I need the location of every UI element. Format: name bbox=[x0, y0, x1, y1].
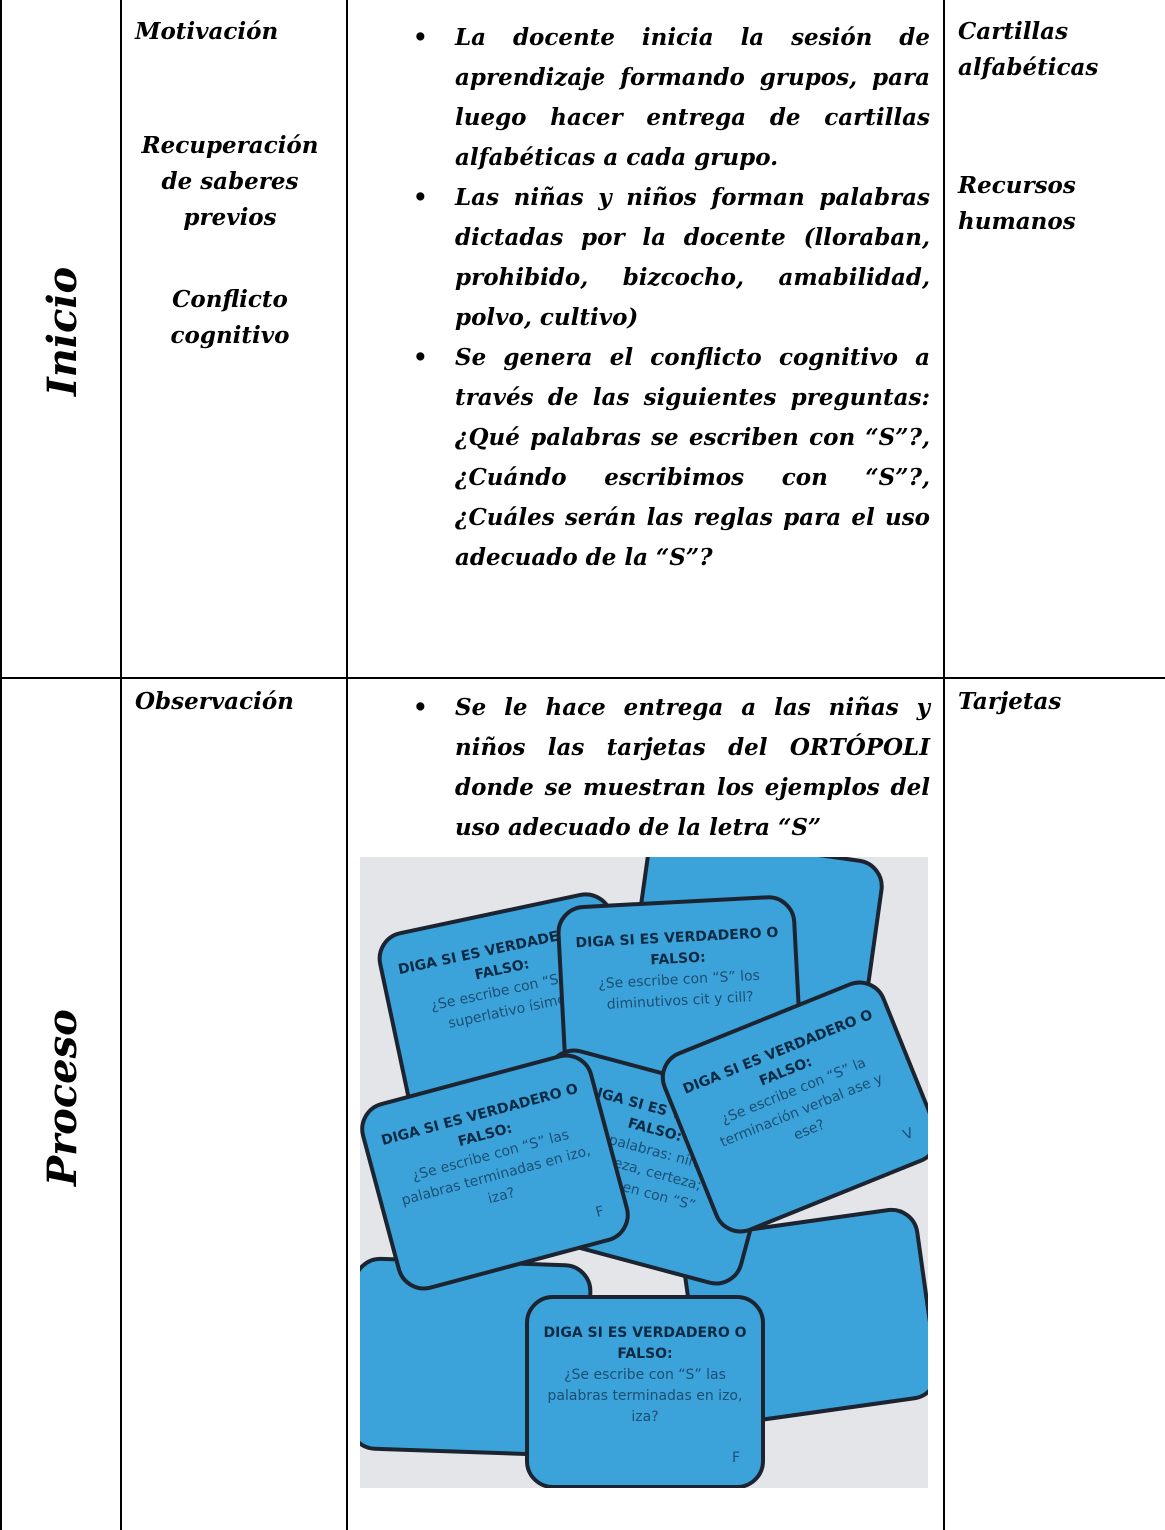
activity: La docente inicia la sesión de aprendiza… bbox=[455, 18, 930, 178]
card-text: FALSO: bbox=[617, 1346, 672, 1362]
activity: Se le hace entrega a las niñas y niños l… bbox=[455, 688, 930, 848]
strategy: Recuperación de saberes previos bbox=[140, 128, 320, 236]
card-text: iza? bbox=[631, 1409, 658, 1425]
phase: Inicio bbox=[39, 291, 86, 396]
border bbox=[0, 677, 1165, 679]
card-text: F bbox=[732, 1450, 740, 1466]
card-text: DIGA SI ES VERDADERO O bbox=[544, 1325, 747, 1341]
resource: Cartillas alfabéticas bbox=[958, 14, 1138, 86]
photo: DIGA SI ES VERDADERO O FALSO: ¿Se escribe … bbox=[360, 857, 928, 1488]
cards: DIGA SI ES VERDADERO O FALSO: ¿Se escribe … bbox=[360, 857, 928, 1487]
card-text: palabras terminadas en izo, bbox=[548, 1388, 743, 1404]
resource: Recursos humanos bbox=[958, 168, 1138, 240]
border bbox=[943, 0, 945, 1530]
strategy: Observación bbox=[135, 684, 294, 720]
strategy: Motivación bbox=[135, 14, 278, 50]
phase: Proceso bbox=[39, 1041, 86, 1186]
activity: Las niñas y niños forman palabras dictad… bbox=[455, 178, 930, 338]
activity-list: La docente inicia la sesión de aprendiza… bbox=[455, 18, 930, 578]
border bbox=[0, 0, 2, 1530]
resource: Tarjetas bbox=[958, 684, 1061, 720]
activity: Se genera el conflicto cognitivo a travé… bbox=[455, 338, 930, 578]
activity-list: Se le hace entrega a las niñas y niños l… bbox=[455, 688, 930, 848]
card-text: ¿Se escribe con “S” las bbox=[564, 1367, 726, 1383]
card-text: FALSO: bbox=[650, 950, 706, 969]
card: DIGA SI ES VERDADERO O FALSO: ¿Se escribe … bbox=[527, 1297, 763, 1487]
border bbox=[346, 0, 348, 1530]
border bbox=[120, 0, 122, 1530]
strategy: Conflicto cognitivo bbox=[140, 282, 320, 354]
